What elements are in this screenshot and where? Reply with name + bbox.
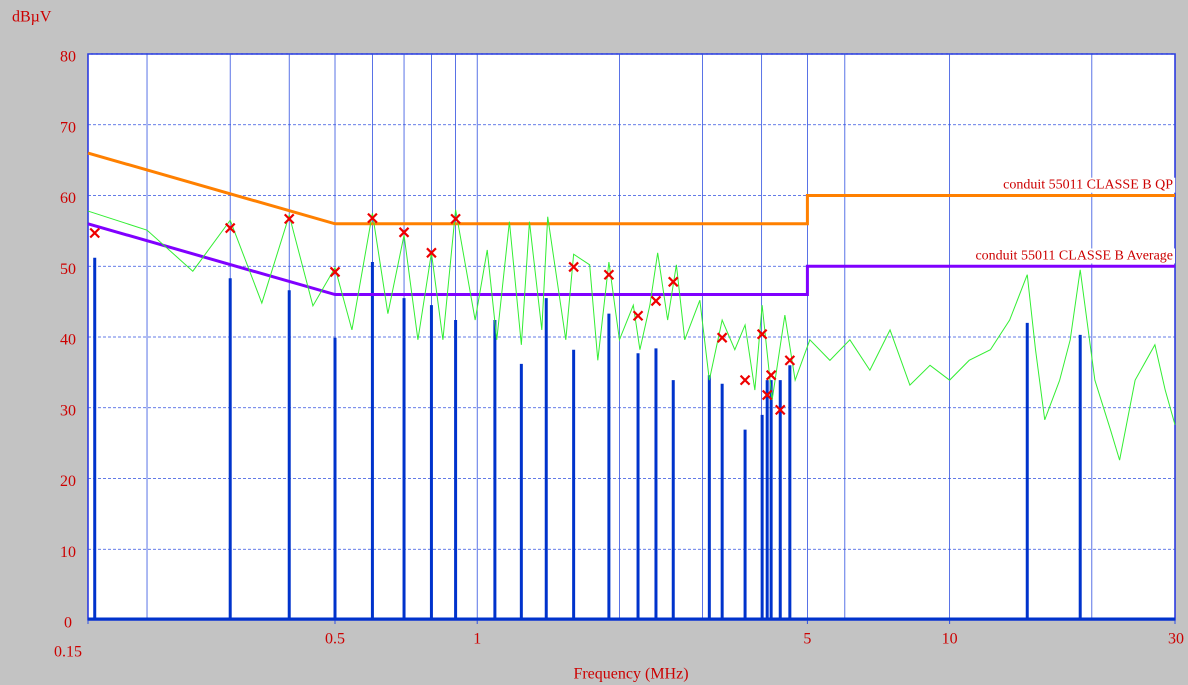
- legend-label: conduit 55011 CLASSE B QP: [1003, 178, 1173, 193]
- y-tick-label: 60: [60, 190, 76, 207]
- x-tick-label: 30: [1168, 631, 1184, 648]
- peak-marker: [329, 266, 341, 278]
- y-tick-label: 70: [60, 119, 76, 136]
- x-axis-label: Frequency (MHz): [573, 666, 688, 683]
- peak-marker: [398, 227, 410, 238]
- peak-marker: [367, 212, 378, 224]
- y-tick-label: 40: [60, 332, 76, 349]
- peak-marker: [603, 269, 615, 281]
- y-tick-label: 30: [60, 402, 76, 419]
- peak-marker: [426, 247, 437, 259]
- peak-marker: [784, 355, 796, 366]
- y-tick-label: 50: [60, 261, 76, 278]
- series-line: [87, 151, 1175, 226]
- x-tick-label: 1: [473, 631, 481, 648]
- peak-marker: [765, 369, 777, 381]
- x-tick-label: 0.15: [54, 644, 82, 661]
- peak-marker: [756, 328, 768, 340]
- legend-background: [973, 248, 1175, 264]
- y-tick-label: 0: [64, 615, 72, 632]
- peak-marker: [89, 227, 101, 239]
- plot-area: [87, 53, 1176, 621]
- peak-marker: [739, 374, 751, 386]
- legend-background: [1001, 177, 1176, 193]
- x-tick-label: 0.5: [325, 631, 345, 648]
- peak-marker: [450, 213, 461, 225]
- legend-label: conduit 55011 CLASSE B Average: [975, 248, 1173, 263]
- peak-marker: [568, 261, 579, 273]
- x-tick-label: 5: [803, 631, 811, 648]
- y-tick-label: 10: [60, 544, 76, 561]
- y-axis-label: dBµV: [12, 9, 52, 26]
- peak-marker: [667, 276, 679, 288]
- x-tick-label: 10: [942, 631, 958, 648]
- y-tick-label: 20: [60, 473, 76, 490]
- peak-marker: [716, 332, 728, 343]
- peak-marker: [632, 310, 644, 322]
- peak-marker: [283, 213, 295, 225]
- peak-marker: [774, 404, 786, 416]
- series-line: [87, 222, 1175, 297]
- peak-marker: [761, 389, 773, 401]
- y-tick-label: 80: [60, 49, 76, 66]
- peak-marker: [650, 295, 662, 307]
- peak-marker: [224, 222, 236, 234]
- series-line: [87, 209, 1176, 461]
